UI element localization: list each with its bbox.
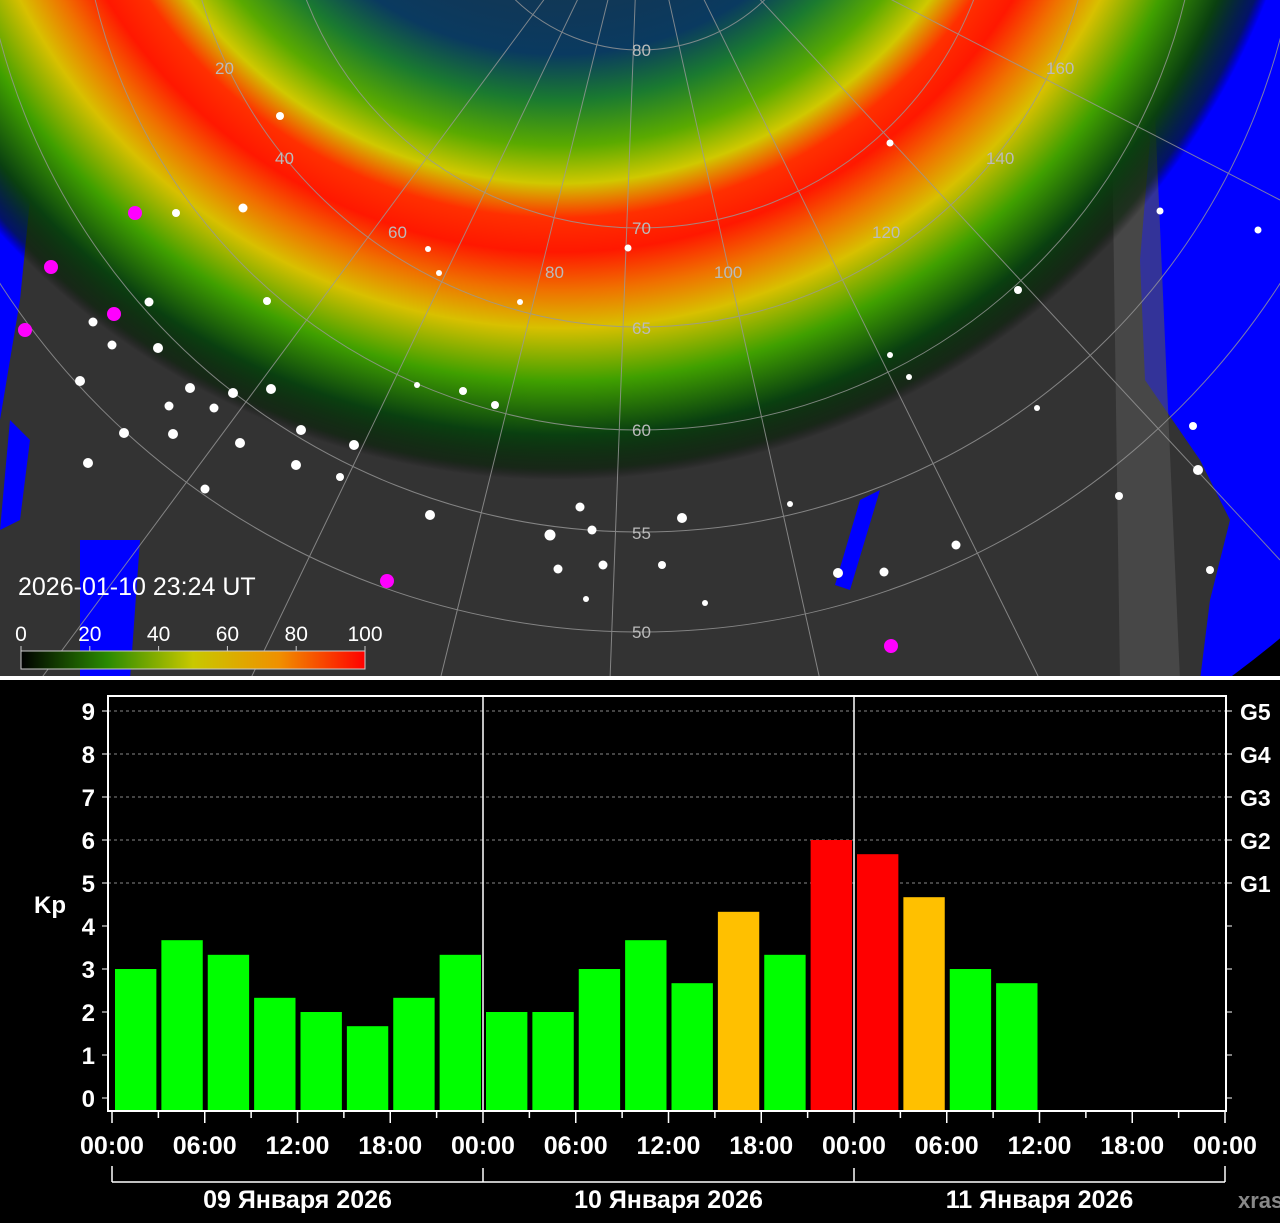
- lat-label: 55: [632, 524, 651, 543]
- kp-bar: [949, 969, 992, 1111]
- kp-bar: [393, 997, 435, 1111]
- lon-label: 60: [388, 223, 407, 242]
- storm-level-label: G1: [1240, 871, 1271, 897]
- city-markers: [75, 112, 1262, 606]
- y-tick-label: 0: [82, 1086, 95, 1113]
- kp-bar: [486, 1012, 528, 1111]
- kp-bar: [439, 954, 481, 1111]
- y-tick-label: 5: [82, 871, 95, 898]
- y-tick-label: 1: [82, 1043, 95, 1070]
- kp-bar: [996, 983, 1038, 1111]
- y-axis-label: Kp: [34, 892, 66, 919]
- day-label: 11 Января 2026: [946, 1186, 1133, 1214]
- latitude-labels: 80 70 65 60 55 50: [632, 41, 651, 642]
- lon-label: 80: [545, 263, 564, 282]
- aurora-oval: [0, 0, 1280, 680]
- lon-label: 100: [714, 263, 742, 282]
- watermark: xras.ru: [1238, 1188, 1280, 1213]
- storm-level-label: G3: [1240, 785, 1271, 811]
- y-tick-label: 9: [82, 699, 95, 726]
- graticule: [0, 0, 1280, 680]
- x-tick-label: 18:00: [1100, 1132, 1164, 1160]
- x-tick-label: 00:00: [451, 1132, 515, 1160]
- lon-label: 20: [215, 59, 234, 78]
- x-tick-label: 06:00: [173, 1132, 237, 1160]
- y-tick-label: 6: [82, 828, 95, 855]
- colorbar-tick-label: 40: [147, 623, 170, 646]
- storm-level-label: G2: [1240, 828, 1271, 854]
- kp-bar: [161, 940, 203, 1111]
- kp-bar: [578, 969, 621, 1111]
- kp-bar: [207, 954, 250, 1111]
- map-timestamp: 2026-01-10 23:24 UT: [18, 573, 256, 601]
- separator: [0, 676, 1280, 680]
- kp-bar: [903, 897, 945, 1111]
- lat-label: 60: [632, 421, 651, 440]
- x-tick-label: 00:00: [1193, 1132, 1257, 1160]
- lon-label: 40: [275, 149, 294, 168]
- kp-bar: [115, 969, 157, 1111]
- x-tick-label: 18:00: [358, 1132, 422, 1160]
- kp-bar: [857, 854, 899, 1111]
- kp-bar: [346, 1026, 389, 1111]
- plot-frame: [107, 695, 1227, 1112]
- lon-label: 120: [872, 223, 900, 242]
- longitude-labels: 20 40 60 80 100 120 140 160: [215, 59, 1074, 282]
- day-label: 09 Января 2026: [203, 1186, 392, 1214]
- y-tick-label: 3: [82, 957, 95, 984]
- colorbar-tick-label: 100: [347, 623, 382, 646]
- lat-label: 80: [632, 41, 651, 60]
- kp-chart: G1 G2 G3 G4 G5 0 1 2 3 4 5 6 7 8 9 00:00 06:00 12:00 18:00…: [0, 680, 1280, 1223]
- kp-bar: [764, 954, 806, 1111]
- day-label: 10 Января 2026: [574, 1186, 763, 1214]
- colorbar-tick-label: 0: [15, 623, 27, 646]
- x-tick-label: 06:00: [915, 1132, 979, 1160]
- colorbar-tick-label: 20: [78, 623, 101, 646]
- x-tick-label: 00:00: [822, 1132, 886, 1160]
- y-tick-label: 7: [82, 785, 95, 812]
- aurora-map: 20 40 60 80 100 120 140 160 80 70 65 60 …: [0, 0, 1280, 680]
- colorbar-gradient: [20, 650, 366, 670]
- storm-level-label: G5: [1240, 699, 1271, 725]
- x-tick-label: 18:00: [729, 1132, 793, 1160]
- kp-bar: [254, 997, 296, 1111]
- kp-bar: [532, 1012, 574, 1111]
- storm-level-label: G4: [1240, 742, 1271, 768]
- x-tick-label: 00:00: [80, 1132, 144, 1160]
- lat-label: 70: [632, 219, 651, 238]
- lat-label: 65: [632, 319, 651, 338]
- lon-label: 160: [1046, 59, 1074, 78]
- x-tick-label: 12:00: [637, 1132, 701, 1160]
- kp-bar: [300, 1012, 342, 1111]
- y-tick-label: 2: [82, 1000, 95, 1027]
- x-tick-label: 06:00: [544, 1132, 608, 1160]
- x-tick-label: 12:00: [266, 1132, 330, 1160]
- y-tick-label: 8: [82, 742, 95, 769]
- colorbar: 0 20 40 60 80 100: [15, 623, 383, 670]
- x-tick-label: 12:00: [1008, 1132, 1072, 1160]
- kp-bar: [625, 940, 667, 1111]
- colorbar-tick-label: 60: [216, 623, 239, 646]
- colorbar-tick-label: 80: [285, 623, 308, 646]
- kp-bar: [810, 840, 852, 1111]
- kp-bar: [717, 911, 760, 1111]
- highlight-markers: [18, 206, 898, 653]
- y-tick-label: 4: [82, 914, 96, 941]
- kp-bar: [671, 983, 713, 1111]
- lat-label: 50: [632, 623, 651, 642]
- lon-label: 140: [986, 149, 1014, 168]
